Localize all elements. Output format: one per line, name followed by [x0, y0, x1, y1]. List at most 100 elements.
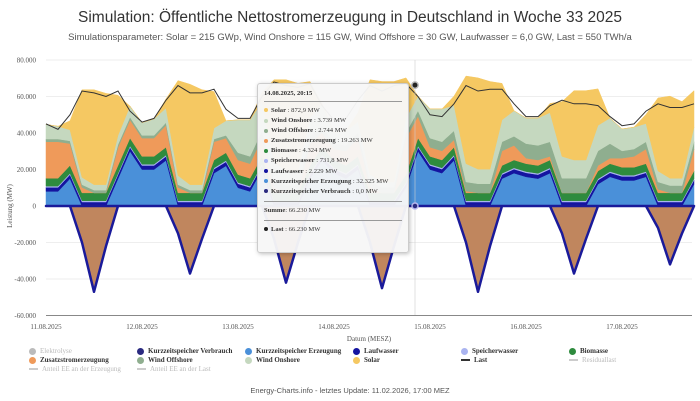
legend-label: Kurzzeitspeicher Verbrauch: [148, 347, 233, 355]
x-tick-label: 16.08.2025: [510, 323, 542, 331]
series-bullet-icon: [264, 169, 268, 174]
series-bullet-icon: [264, 118, 268, 123]
legend-line-icon: [461, 359, 470, 361]
legend-dot-icon: [245, 347, 252, 355]
legend-label: Anteil EE an der Last: [150, 365, 211, 373]
y-tick-label: 40.000: [17, 130, 37, 138]
last-value: 66.230 MW: [288, 225, 321, 233]
tooltip-series-name: Speicherwasser: [271, 157, 315, 165]
tooltip-series-value: 2.744 MW: [318, 127, 347, 135]
legend-label: Wind Offshore: [148, 356, 193, 364]
y-tick-label: 60.000: [17, 93, 37, 101]
hover-marker-last: [411, 81, 419, 90]
tooltip-series-value: 0,0 MW: [355, 187, 378, 195]
legend-item-wind-onshore[interactable]: Wind Onshore: [245, 356, 300, 364]
tooltip-series-name: Wind Offshore: [271, 127, 314, 135]
chart-subtitle: Simulationsparameter: Solar = 215 GWp, W…: [68, 32, 632, 43]
legend-item-wind-offshore[interactable]: Wind Offshore: [137, 356, 193, 364]
y-axis-title: Leistung (MW): [6, 183, 14, 227]
x-tick-label: 15.08.2025: [414, 323, 446, 331]
tooltip-divider: [264, 200, 402, 202]
tooltip-series-name: Biomasse: [271, 147, 298, 155]
tooltip-row: Laufwasser : 2.229 MW: [264, 167, 402, 177]
tooltip-header: 14.08.2025, 20:15: [264, 90, 313, 97]
x-tick-label: 12.08.2025: [126, 323, 158, 331]
last-label: Last: [271, 225, 284, 233]
legend-dot-icon: [461, 347, 468, 355]
tooltip-row: Zusatzstromerzeugung : 19.263 MW: [264, 136, 402, 146]
tooltip-series-value: 4.324 MW: [302, 147, 332, 155]
legend-item-biomasse[interactable]: Biomasse: [569, 347, 608, 355]
legend-dot-icon: [353, 347, 360, 355]
tooltip-series-value: 731,8 MW: [319, 157, 349, 165]
tooltip-series-value: 2.229 MW: [308, 167, 338, 175]
legend-line-icon: [137, 368, 146, 370]
legend-label: Last: [474, 356, 488, 364]
x-tick-label: 17.08.2025: [606, 323, 638, 331]
y-tick-label: -20.000: [14, 239, 36, 247]
legend-dot-icon: [137, 356, 144, 364]
legend-label: Solar: [364, 356, 380, 364]
tooltip-row: Solar : 872,9 MW: [264, 106, 402, 116]
tooltip-series-name: Laufwasser: [271, 167, 304, 175]
tooltip-row: Biomasse : 4.324 MW: [264, 146, 402, 156]
y-tick-label: -40.000: [14, 276, 36, 284]
x-tick-label: 13.08.2025: [222, 323, 254, 331]
x-axis-title: Datum (MESZ): [347, 335, 392, 343]
tooltip-series-name: Solar: [271, 107, 287, 114]
legend-line-icon: [569, 359, 578, 361]
legend-dot-icon: [29, 356, 36, 364]
legend-dot-icon: [137, 347, 144, 355]
last-bullet-icon: [264, 227, 268, 232]
legend-label: Residuallast: [582, 356, 617, 364]
tooltip-row: Kurzzeitspeicher Erzeugung : 32.325 MW: [264, 177, 402, 187]
chart-title: Simulation: Öffentliche Nettostromerzeug…: [78, 9, 622, 26]
legend-item-residuallast[interactable]: Residuallast: [569, 356, 616, 364]
series-bullet-icon: [264, 108, 268, 113]
legend-label: Elektrolyse: [40, 347, 72, 355]
legend-label: Biomasse: [580, 347, 608, 355]
legend-item-last[interactable]: Last: [461, 356, 487, 364]
legend-item-kurzzeitspeicher-erzeugung[interactable]: Kurzzeitspeicher Erzeugung: [245, 347, 341, 355]
sum-label: Summe: [264, 206, 286, 214]
legend-item-laufwasser[interactable]: Laufwasser: [353, 347, 399, 355]
legend-item-solar[interactable]: Solar: [353, 356, 380, 364]
legend-item-kurzzeitspeicher-verbrauch[interactable]: Kurzzeitspeicher Verbrauch: [137, 347, 232, 355]
y-tick-label: 80.000: [17, 57, 37, 65]
tooltip-divider: [264, 219, 402, 221]
legend-dot-icon: [569, 347, 576, 355]
series-bullet-icon: [264, 179, 268, 184]
tooltip-series-name: Wind Onshore: [271, 117, 313, 125]
tooltip-divider: [264, 101, 402, 102]
tooltip-sum: Summe: 66.230 MW: [264, 206, 321, 214]
tooltip-row: Kurzzeitspeicher Verbrauch : 0,0 MW: [264, 187, 402, 197]
series-bullet-icon: [264, 189, 268, 194]
footer-credit: Energy-Charts.info - letztes Update: 11.…: [250, 386, 450, 395]
hover-marker-verbrauch: [411, 202, 419, 210]
legend-label: Speicherwasser: [472, 347, 519, 355]
y-tick-label: 0: [33, 203, 37, 211]
tooltip-row: Speicherwasser : 731,8 MW: [264, 156, 402, 166]
legend-item-anteil-ee-an-der-last[interactable]: Anteil EE an der Last: [137, 365, 211, 373]
legend-dot-icon: [245, 356, 252, 364]
legend-item-anteil-ee-an-der-erzeugung[interactable]: Anteil EE an der Erzeugung: [29, 365, 121, 373]
series-bullet-icon: [264, 128, 268, 133]
tooltip-last: Last : 66.230 MW: [264, 225, 402, 235]
legend-item-zusatzstromerzeugung[interactable]: Zusatzstromerzeugung: [29, 356, 109, 364]
sum-value: 66.230 MW: [288, 206, 321, 214]
legend-label: Zusatzstromerzeugung: [40, 356, 109, 364]
tooltip-series-name: Kurzzeitspeicher Verbrauch: [271, 187, 351, 195]
legend-item-speicherwasser[interactable]: Speicherwasser: [461, 347, 518, 355]
legend-item-elektrolyse[interactable]: Elektrolyse: [29, 347, 72, 355]
legend-line-icon: [29, 368, 38, 370]
tooltip: 14.08.2025, 20:15 Solar : 872,9 MW Wind O…: [257, 83, 409, 253]
legend-label: Wind Onshore: [256, 356, 300, 364]
tooltip-series-value: 32.325 MW: [356, 177, 389, 185]
legend-label: Anteil EE an der Erzeugung: [42, 365, 121, 373]
legend-label: Kurzzeitspeicher Erzeugung: [256, 347, 342, 355]
series-bullet-icon: [264, 158, 268, 163]
tooltip-series-name: Zusatzstromerzeugung: [271, 137, 336, 145]
legend-dot-icon: [29, 347, 36, 355]
y-tick-label: -60.000: [14, 312, 36, 320]
legend-label: Laufwasser: [364, 347, 399, 355]
